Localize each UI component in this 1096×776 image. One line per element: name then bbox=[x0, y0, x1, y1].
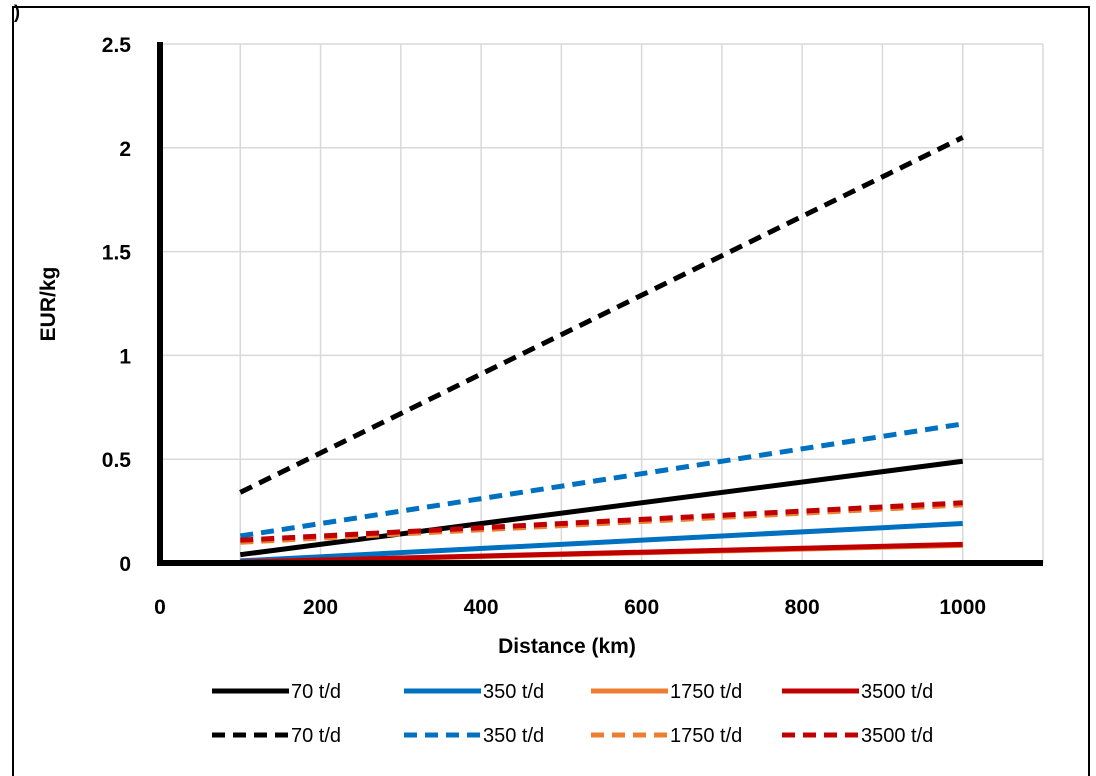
x-axis-title: Distance (km) bbox=[498, 635, 636, 658]
y-tick-label: 1 bbox=[119, 345, 131, 368]
y-tick-label: 0 bbox=[119, 553, 131, 576]
chart-frame: ) bbox=[12, 2, 1090, 776]
y-tick-label: 2 bbox=[119, 138, 131, 161]
x-tick-label: 200 bbox=[303, 596, 338, 619]
y-tick-label: 1.5 bbox=[102, 242, 132, 265]
legend-label: 350 t/d bbox=[483, 725, 544, 747]
x-tick-label: 600 bbox=[624, 596, 659, 619]
series-line bbox=[240, 541, 963, 565]
series-line bbox=[239, 421, 964, 539]
axes bbox=[157, 42, 1043, 566]
plot-series bbox=[239, 135, 964, 565]
series-line bbox=[240, 500, 963, 543]
series-line bbox=[239, 135, 964, 495]
panel-label: ) bbox=[14, 2, 20, 22]
y-axis-title: EUR/kg bbox=[37, 267, 60, 342]
y-tick-label: 0.5 bbox=[102, 449, 132, 472]
y-tick-label: 2.5 bbox=[102, 34, 132, 57]
tick-labels: 0 0.5 1 1.5 2 2.5 0 200 400 600 800 1000 bbox=[102, 34, 986, 619]
legend-label: 70 t/d bbox=[291, 681, 341, 703]
legend-label: 70 t/d bbox=[291, 725, 341, 747]
series-line bbox=[239, 458, 964, 558]
x-tick-label: 400 bbox=[464, 596, 499, 619]
series-line bbox=[240, 521, 963, 564]
legend-label: 3500 t/d bbox=[861, 725, 933, 747]
x-tick-label: 0 bbox=[154, 596, 166, 619]
legend-label: 1750 t/d bbox=[670, 681, 742, 703]
legend: 70 t/d 350 t/d 1750 t/d 3500 t/d 70 t/d 350 t… bbox=[212, 681, 933, 747]
legend-label: 350 t/d bbox=[483, 681, 544, 703]
legend-label: 1750 t/d bbox=[670, 725, 742, 747]
x-tick-label: 1000 bbox=[939, 596, 986, 619]
gridlines bbox=[160, 43, 1044, 563]
x-tick-label: 800 bbox=[785, 596, 820, 619]
legend-label: 3500 t/d bbox=[861, 681, 933, 703]
